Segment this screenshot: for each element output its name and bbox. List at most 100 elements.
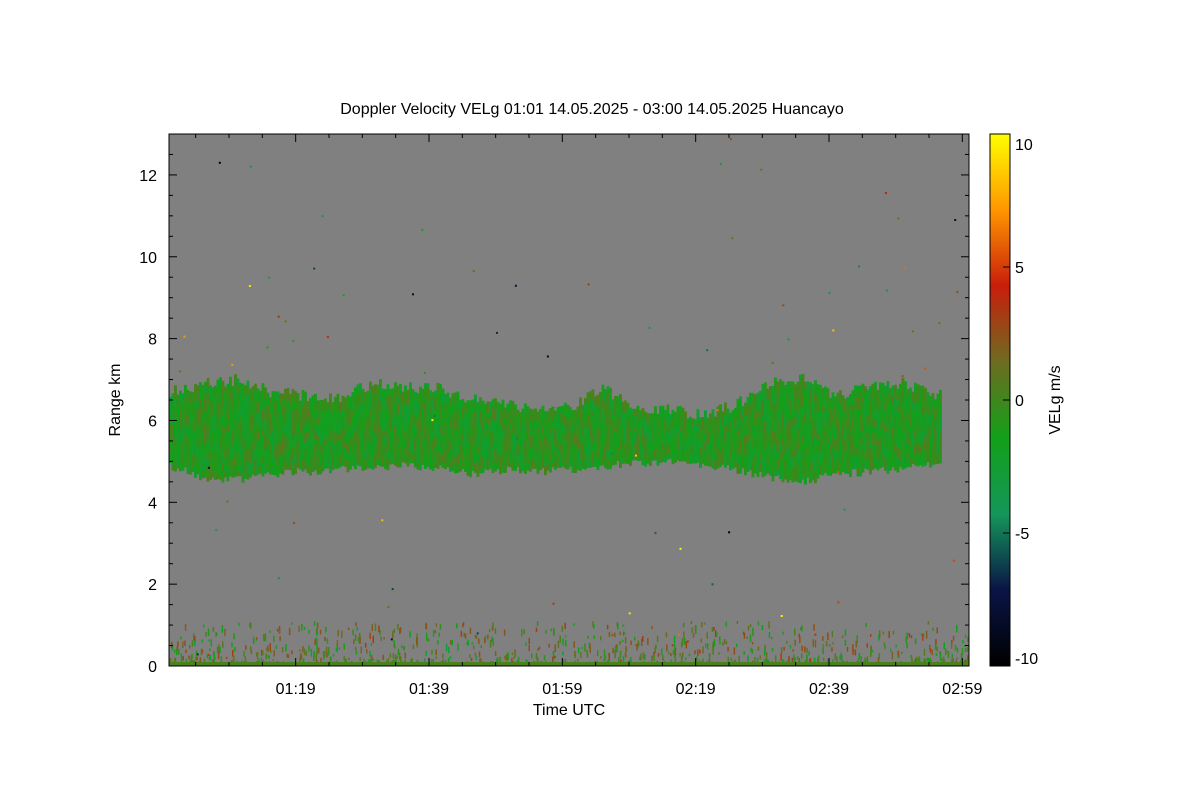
velocity-cell xyxy=(799,479,802,484)
velocity-cell xyxy=(326,433,330,447)
velocity-cell xyxy=(749,436,752,442)
velocity-cell xyxy=(859,404,862,416)
velocity-cell xyxy=(746,459,750,472)
clutter-cell xyxy=(713,639,716,647)
velocity-cell xyxy=(859,437,862,448)
clutter-cell xyxy=(344,659,347,663)
velocity-cell xyxy=(604,389,607,396)
velocity-cell xyxy=(884,401,887,412)
clutter-cell xyxy=(817,658,819,662)
noise-speckle xyxy=(901,375,904,378)
velocity-cell xyxy=(779,387,782,402)
velocity-cell xyxy=(721,456,725,461)
velocity-cell xyxy=(176,418,180,429)
velocity-cell xyxy=(656,414,660,425)
velocity-cell xyxy=(824,436,827,449)
velocity-cell xyxy=(199,382,202,396)
velocity-cell xyxy=(934,457,937,465)
velocity-cell xyxy=(679,431,682,441)
velocity-cell xyxy=(746,396,750,405)
velocity-cell xyxy=(519,431,522,446)
clutter-cell xyxy=(221,625,224,633)
velocity-cell xyxy=(351,428,355,440)
velocity-cell xyxy=(774,420,777,433)
clutter-cell xyxy=(929,648,932,653)
velocity-cell xyxy=(594,421,597,436)
velocity-cell xyxy=(229,401,232,415)
velocity-cell xyxy=(399,384,402,394)
clutter-cell xyxy=(269,649,272,654)
velocity-cell xyxy=(461,453,465,467)
velocity-cell xyxy=(726,420,730,427)
velocity-cell xyxy=(306,455,310,461)
velocity-cell xyxy=(904,398,907,408)
velocity-cell xyxy=(309,458,312,472)
velocity-cell xyxy=(201,384,205,397)
clutter-cell xyxy=(180,636,182,640)
velocity-cell xyxy=(579,428,582,440)
velocity-cell xyxy=(404,448,407,456)
velocity-cell xyxy=(839,463,842,469)
velocity-cell xyxy=(576,436,580,450)
velocity-cell xyxy=(476,441,480,448)
velocity-cell xyxy=(816,459,820,465)
velocity-cell xyxy=(641,440,645,447)
clutter-cell xyxy=(941,658,943,662)
velocity-cell xyxy=(704,422,707,434)
velocity-cell xyxy=(416,451,420,464)
velocity-cell xyxy=(294,391,297,403)
velocity-cell xyxy=(736,420,740,431)
velocity-cell xyxy=(626,407,630,420)
velocity-cell xyxy=(714,427,717,436)
velocity-cell xyxy=(876,463,880,471)
clutter-cell xyxy=(382,654,385,661)
velocity-cell xyxy=(864,415,867,426)
velocity-cell xyxy=(479,456,482,464)
velocity-cell xyxy=(521,440,525,450)
velocity-cell xyxy=(761,400,765,415)
velocity-cell xyxy=(561,414,565,420)
velocity-cell xyxy=(461,445,465,454)
velocity-cell xyxy=(301,459,305,471)
velocity-cell xyxy=(169,396,172,411)
velocity-cell xyxy=(891,413,895,428)
velocity-cell xyxy=(219,419,222,427)
velocity-cell xyxy=(534,408,537,422)
velocity-cell xyxy=(249,452,252,464)
velocity-cell xyxy=(179,433,182,445)
velocity-cell xyxy=(286,449,290,457)
clutter-cell xyxy=(517,656,520,662)
clutter-cell xyxy=(611,633,614,637)
velocity-cell xyxy=(626,455,630,465)
velocity-cell xyxy=(286,400,290,415)
clutter-cell xyxy=(608,653,610,657)
velocity-cell xyxy=(449,405,452,419)
velocity-cell xyxy=(201,396,205,410)
colorbar-tick-label: -10 xyxy=(1015,651,1038,668)
velocity-cell xyxy=(796,429,800,442)
velocity-cell xyxy=(431,459,435,468)
clutter-cell xyxy=(935,639,937,645)
velocity-cell xyxy=(894,465,897,471)
velocity-cell xyxy=(586,462,590,468)
velocity-cell xyxy=(169,453,172,464)
velocity-cell xyxy=(629,407,632,418)
clutter-cell xyxy=(751,642,754,645)
velocity-cell xyxy=(454,392,457,406)
velocity-cell xyxy=(486,424,490,437)
velocity-cell xyxy=(296,392,300,404)
velocity-cell xyxy=(486,449,490,459)
velocity-cell xyxy=(851,433,855,444)
velocity-cell xyxy=(869,461,872,475)
velocity-cell xyxy=(341,447,345,456)
clutter-cell xyxy=(765,652,768,655)
velocity-cell xyxy=(889,407,892,412)
velocity-cell xyxy=(924,450,927,463)
velocity-cell xyxy=(644,411,647,418)
clutter-cell xyxy=(478,638,480,645)
velocity-cell xyxy=(451,413,455,425)
velocity-cell xyxy=(811,432,815,439)
velocity-cell xyxy=(329,442,332,448)
velocity-cell xyxy=(689,436,692,446)
clutter-cell xyxy=(335,648,338,651)
